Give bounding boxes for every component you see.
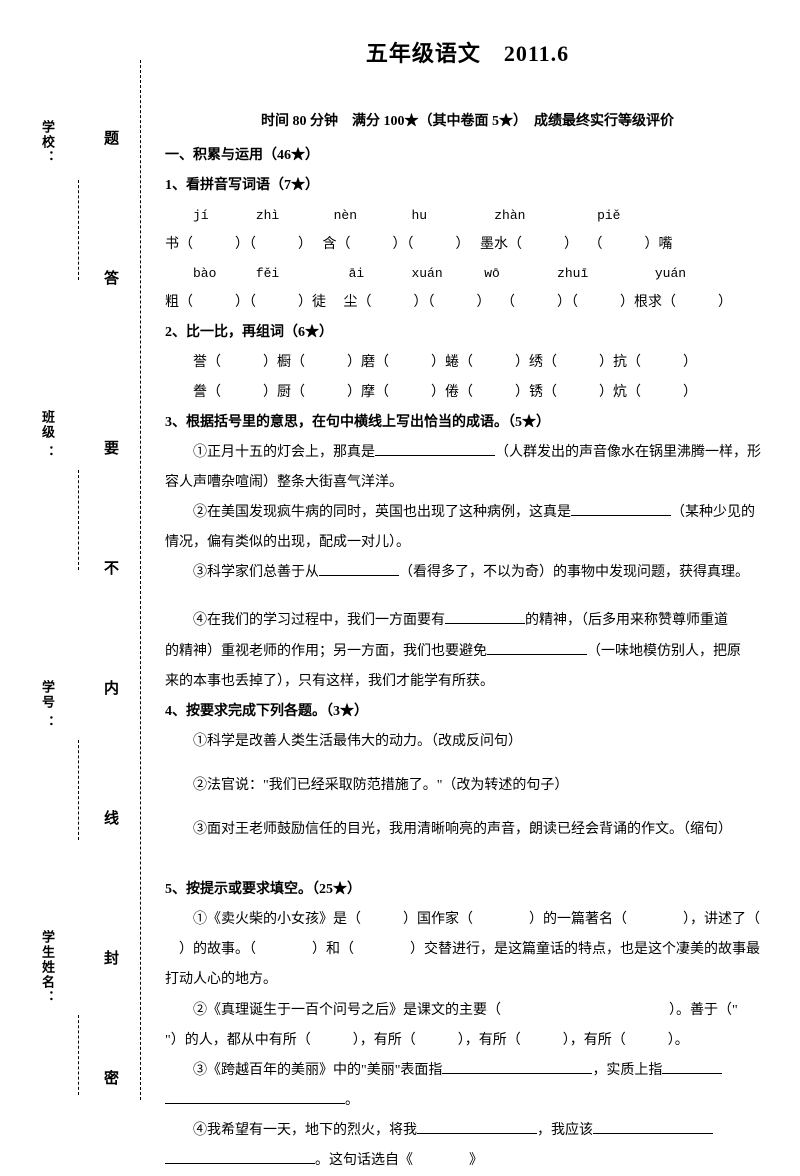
spacer xyxy=(165,757,770,771)
page-title: 五年级语文 2011.6 xyxy=(165,30,770,77)
label-line xyxy=(78,1015,79,1095)
exam-meta: 时间 80 分钟 满分 100★（其中卷面 5★） 成绩最终实行等级评价 xyxy=(165,107,770,137)
seal-dashed-line xyxy=(140,60,141,1100)
q4-item: ③面对王老师鼓励信任的目光，我用清晰响亮的声音，朗读已经会背诵的作文。（缩句） xyxy=(165,815,770,845)
seal-char: 题 xyxy=(100,130,121,173)
q5-item: ④我希望有一天，地下的烈火，将我，我应该 xyxy=(165,1116,770,1146)
seal-char: 密 xyxy=(100,1070,121,1113)
label-line xyxy=(78,180,79,280)
exam-body: 五年级语文 2011.6 时间 80 分钟 满分 100★（其中卷面 5★） 成… xyxy=(165,30,770,1176)
q2-row: 誉（ ）橱（ ）磨（ ）蜷（ ）绣（ ）抗（ ） xyxy=(165,348,770,378)
seal-char: 封 xyxy=(100,950,121,993)
q5-item-cont: 。这句话选自《 》 xyxy=(165,1146,770,1176)
q3-heading: 3、根据括号里的意思，在句中横线上写出恰当的成语。（5★） xyxy=(165,408,770,438)
seal-char: 答 xyxy=(100,270,121,313)
q3-item: ②在美国发现疯牛病的同时，英国也出现了这种病例，这真是（某种少见的 xyxy=(165,498,770,528)
seal-char: 要 xyxy=(100,440,121,483)
q1-fill-row: 粗（ ）（ ）徒 尘（ ）（ ） （ ）（ ）根求（ ） xyxy=(165,288,770,318)
q1-pinyin-row: bào fěi āi xuán wō zhuī yuán xyxy=(165,260,770,288)
seal-char: 内 xyxy=(100,680,121,723)
q1-fill-row: 书（ ）（ ） 含（ ）（ ） 墨水（ ） （ ）嘴 xyxy=(165,230,770,260)
q3-item: ①正月十五的灯会上，那真是（人群发出的声音像水在锅里沸腾一样，形 xyxy=(165,438,770,468)
label-line xyxy=(78,740,79,840)
q3-item: ③科学家们总善于从（看得多了，不以为奇）的事物中发现问题，获得真理。 xyxy=(165,558,770,588)
q1-heading: 1、看拼音写词语（7★） xyxy=(165,171,770,201)
q4-heading: 4、按要求完成下列各题。（3★） xyxy=(165,697,770,727)
q4-item: ①科学是改善人类生活最伟大的动力。（改成反问句） xyxy=(165,727,770,757)
spacer xyxy=(165,801,770,815)
q4-item: ②法官说："我们已经采取防范措施了。"（改为转述的句子） xyxy=(165,771,770,801)
seal-char: 线 xyxy=(100,810,121,853)
q1-pinyin-row: jí zhì nèn hu zhàn piě xyxy=(165,202,770,230)
label-line xyxy=(78,470,79,570)
q5-item-cont: "）的人，都从中有所（ ），有所（ ），有所（ ），有所（ ）。 xyxy=(165,1026,770,1056)
q5-item-cont: ）的故事。（ ）和（ ）交替进行，是这篇童话的特点，也是这个凄美的故事最 xyxy=(165,935,770,965)
binding-sidebar: 学校： 班级 ： 学号 ： 学生姓名： 题 答 要 不 内 线 封 密 xyxy=(30,60,130,1100)
q5-item-cont: 。 xyxy=(165,1086,770,1116)
q3-item-cont: 来的本事也丢掉了），只有这样，我们才能学有所获。 xyxy=(165,667,770,697)
q2-heading: 2、比一比，再组词（6★） xyxy=(165,318,770,348)
q3-item-cont: 容人声嘈杂喧闹）整条大街喜气洋洋。 xyxy=(165,468,770,498)
label-id: 学号 ： xyxy=(38,680,57,730)
q5-item-cont: 打动人心的地方。 xyxy=(165,965,770,995)
seal-char: 不 xyxy=(100,560,121,603)
q3-item-cont: 的精神）重视老师的作用；另一方面，我们也要避免（一味地模仿别人，把原 xyxy=(165,637,770,667)
q3-item: ④在我们的学习过程中，我们一方面要有的精神，（后多用来称赞尊师重道 xyxy=(165,606,770,636)
label-name: 学生姓名： xyxy=(38,930,57,1005)
q3-item-cont: 情况，偏有类似的出现，配成一对儿）。 xyxy=(165,528,770,558)
label-school: 学校： xyxy=(38,120,57,165)
q2-row: 誊（ ）厨（ ）摩（ ）倦（ ）锈（ ）炕（ ） xyxy=(165,378,770,408)
q5-heading: 5、按提示或要求填空。（25★） xyxy=(165,875,770,905)
q5-item: ②《真理诞生于一百个问号之后》是课文的主要（ ）。善于（" xyxy=(165,996,770,1026)
q5-item: ③《跨越百年的美丽》中的"美丽"表面指，实质上指 xyxy=(165,1056,770,1086)
label-class: 班级 ： xyxy=(38,410,57,460)
section-1-heading: 一、积累与运用（46★） xyxy=(165,141,770,171)
spacer xyxy=(165,845,770,875)
q5-item: ①《卖火柴的小女孩》是（ ）国作家（ ）的一篇著名（ ），讲述了（ xyxy=(165,905,770,935)
spacer xyxy=(165,588,770,606)
